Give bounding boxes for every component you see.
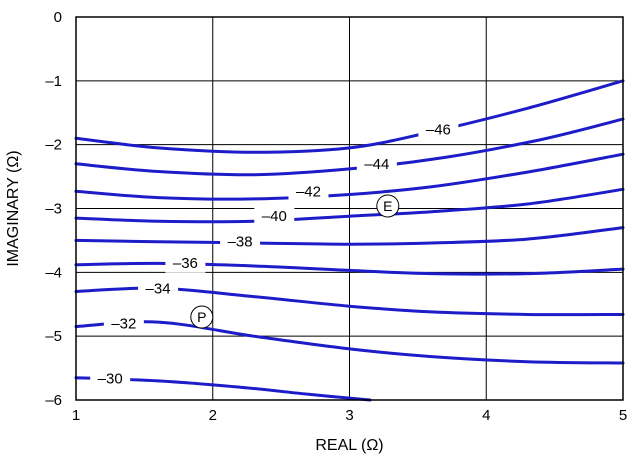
x-tick-label: 5 [619, 407, 627, 424]
curve-label-background [418, 119, 459, 140]
curve-label: –38 [228, 234, 253, 251]
curve-label: –36 [173, 255, 198, 272]
curve-label-background [165, 252, 206, 273]
y-tick-label: –5 [45, 328, 62, 345]
curve-label: –46 [426, 121, 451, 138]
x-axis-title: REAL (Ω) [315, 437, 383, 454]
grid [75, 16, 624, 401]
curve-label: –40 [262, 208, 287, 225]
curve-label: –42 [296, 183, 321, 200]
series-line [74, 226, 625, 246]
series-line [74, 117, 625, 177]
series-line [74, 320, 625, 365]
y-tick-label: –6 [45, 392, 62, 409]
x-tick-label: 1 [72, 407, 80, 424]
curve-label: –34 [146, 280, 171, 297]
curve-labels: –46 –44 –42 –40 –38 –36–34 –32 –30 [90, 119, 459, 389]
curve-label-background [90, 368, 131, 389]
series-line [74, 187, 625, 224]
curve-label: –30 [98, 370, 123, 387]
curve-label-background [356, 153, 397, 174]
marker-circle [190, 305, 214, 329]
y-tick-label: –1 [45, 73, 62, 90]
marker-label: E [383, 198, 392, 214]
y-axis-title: IMAGINARY (Ω) [5, 150, 22, 266]
series-line [74, 152, 625, 201]
curve-label-background [254, 206, 295, 227]
series-line [74, 261, 625, 276]
curve-label: –44 [364, 156, 389, 173]
curve-label: –32 [111, 315, 136, 332]
y-tick-label: –3 [45, 201, 62, 218]
curve-label-background [288, 181, 329, 202]
y-tick-label: 0 [54, 9, 62, 26]
y-tick-label: –2 [45, 137, 62, 154]
marker-label: P [197, 309, 206, 325]
curve-label-background [138, 278, 179, 299]
marker-circle [376, 194, 400, 218]
markers: EP [190, 194, 400, 329]
curve-label-background [103, 313, 144, 334]
y-tick-label: –4 [45, 264, 62, 281]
x-tick-label: 3 [345, 407, 353, 424]
tick-labels: 1 2 3 4 5 0 –1 –2 –3 –4 –5 –6 [45, 9, 627, 424]
curve-label-background [220, 231, 261, 252]
x-tick-label: 4 [482, 407, 490, 424]
x-tick-label: 2 [209, 407, 217, 424]
series-line [74, 79, 625, 154]
plot-frame [75, 16, 624, 401]
